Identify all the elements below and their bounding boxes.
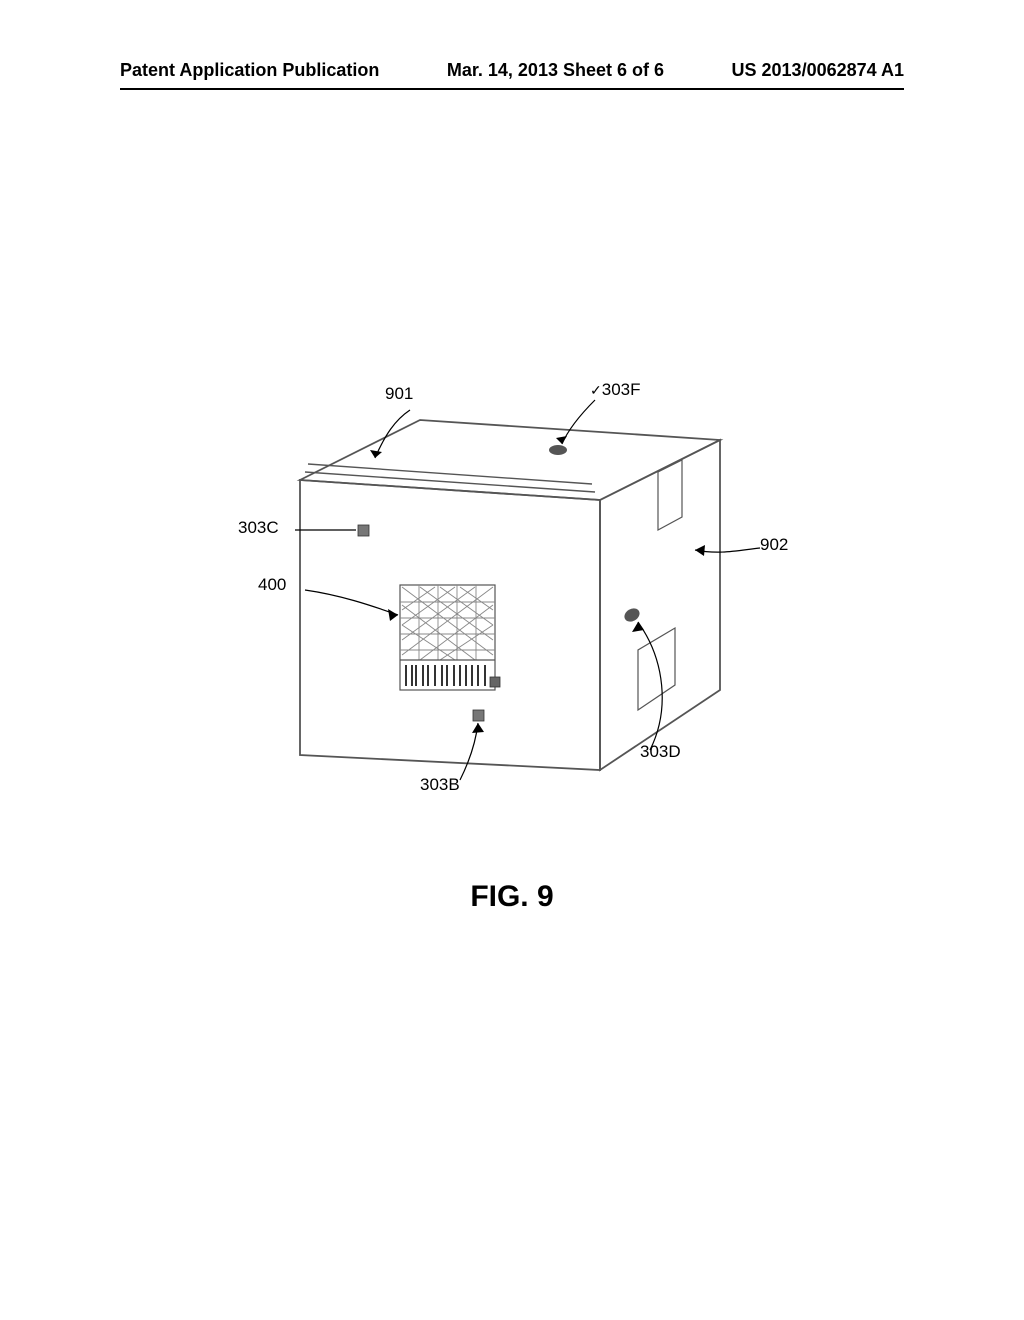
header-right: US 2013/0062874 A1 [732,60,904,81]
ref-303D: 303D [640,742,681,762]
marker-303D [622,606,642,624]
header-rule [120,88,904,90]
marker-303C [358,525,369,536]
ref-902: 902 [760,535,788,555]
ref-901: 901 [385,384,413,404]
shipping-box [300,420,720,770]
page-header: Patent Application Publication Mar. 14, … [0,60,1024,81]
marker-303F [549,445,567,455]
ref-303F: ✓303F [590,380,640,400]
marker-303B [473,710,484,721]
figure-caption: FIG. 9 [0,880,1024,914]
label-corner-marker [490,677,500,687]
ref-400: 400 [258,575,286,595]
shipping-label [400,585,495,690]
ref-303C: 303C [238,518,279,538]
header-center: Mar. 14, 2013 Sheet 6 of 6 [447,60,664,81]
ref-303B: 303B [420,775,460,795]
figure-9: 901 ✓303F 303C 400 902 303B 303D [220,380,780,800]
header-left: Patent Application Publication [120,60,379,81]
